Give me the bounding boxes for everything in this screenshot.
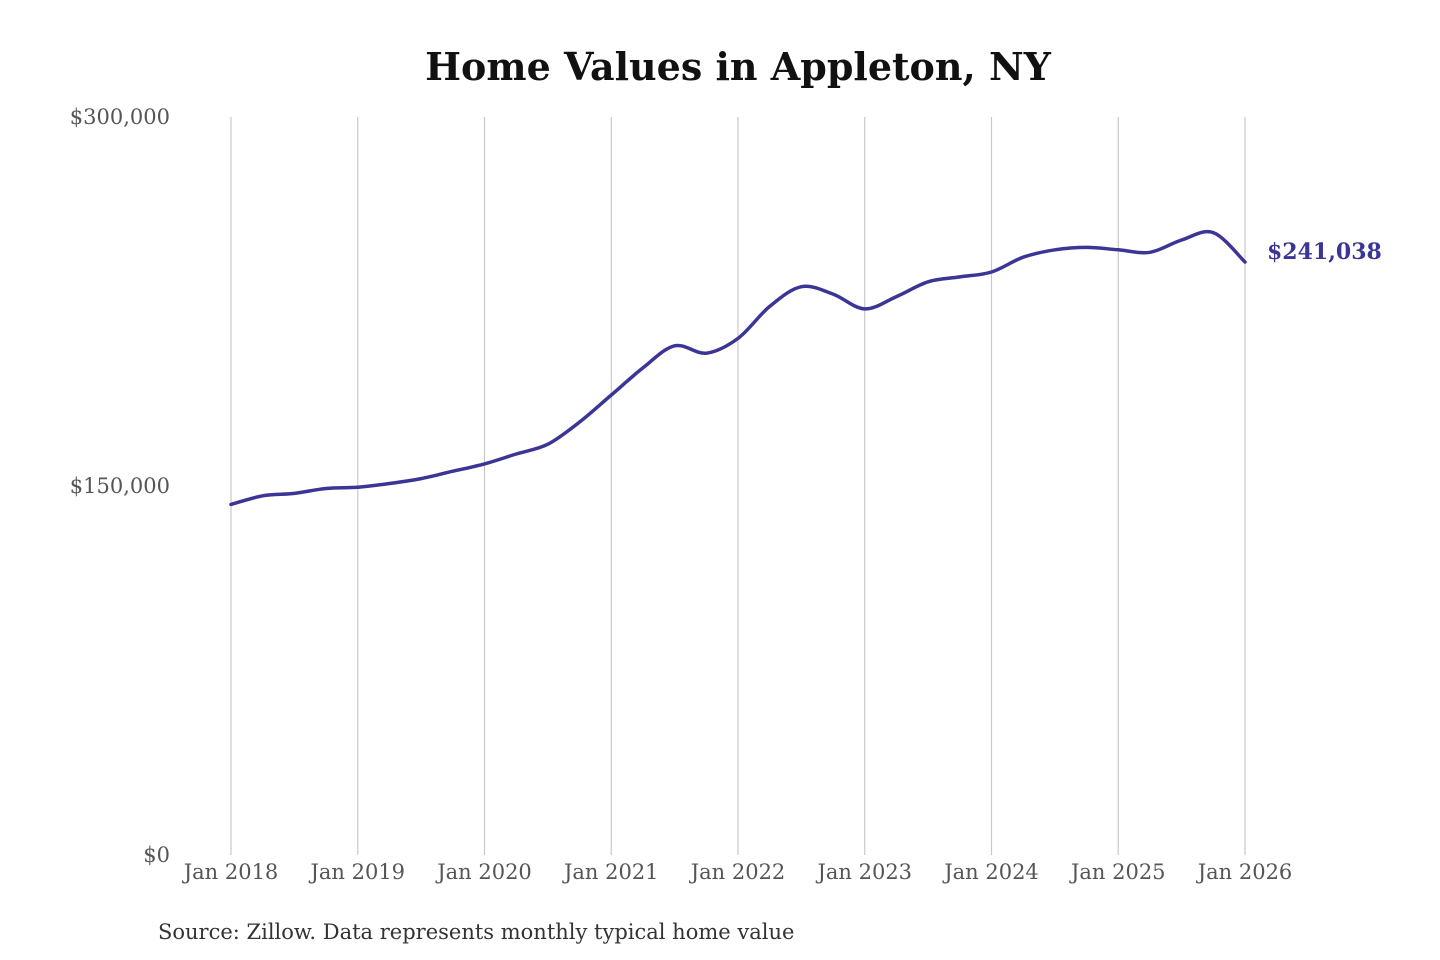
x-tick-label: Jan 2020: [435, 860, 532, 884]
x-tick-label: Jan 2019: [308, 860, 405, 884]
x-axis: Jan 2018 Jan 2019 Jan 2020 Jan 2021 Jan 2022…: [182, 860, 1293, 884]
plot-area: $241,038: [229, 229, 1382, 507]
grid: [230, 117, 1246, 855]
y-tick-label: $0: [143, 843, 170, 867]
series-line: [229, 229, 1247, 507]
x-tick-label: Jan 2025: [1069, 860, 1166, 884]
x-tick-label: Jan 2022: [689, 860, 786, 884]
source-note: Source: Zillow. Data represents monthly …: [158, 920, 794, 944]
x-tick-label: Jan 2023: [815, 860, 912, 884]
y-tick-label: $150,000: [70, 474, 170, 498]
y-axis: $0 $150,000 $300,000: [70, 105, 170, 867]
y-tick-label: $300,000: [70, 105, 170, 129]
chart-title: Home Values in Appleton, NY: [425, 44, 1052, 89]
end-value-label: $241,038: [1267, 239, 1382, 265]
x-tick-label: Jan 2026: [1196, 860, 1293, 884]
x-tick-label: Jan 2024: [942, 860, 1039, 884]
x-tick-label: Jan 2021: [562, 860, 659, 884]
x-tick-label: Jan 2018: [182, 860, 279, 884]
